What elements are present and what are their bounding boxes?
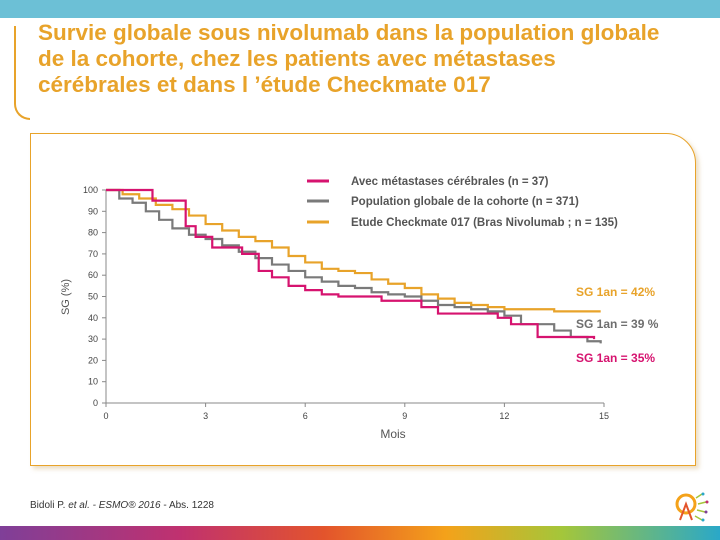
citation-etal: et al. bbox=[68, 500, 90, 511]
x-axis-label: Mois bbox=[380, 427, 405, 441]
y-tick-label: 60 bbox=[88, 270, 98, 280]
series-line-3 bbox=[106, 188, 601, 313]
legend-label-3: Etude Checkmate 017 (Bras Nivolumab ; n … bbox=[351, 217, 618, 229]
x-tick-label: 3 bbox=[203, 411, 208, 421]
citation-abstract: - Abs. 1228 bbox=[163, 500, 214, 511]
page-title: Survie globale sous nivolumab dans la po… bbox=[38, 20, 718, 98]
y-tick-label: 20 bbox=[88, 355, 98, 365]
title-line-1: Survie globale sous nivolumab dans la po… bbox=[38, 20, 660, 45]
title-line-2: de la cohorte, chez les patients avec mé… bbox=[38, 46, 556, 71]
series-line-2 bbox=[106, 188, 602, 344]
annotation-sg-3: SG 1an = 35% bbox=[576, 351, 655, 365]
citation-journal: - ESMO® 2016 bbox=[92, 500, 161, 511]
x-tick-label: 6 bbox=[303, 411, 308, 421]
title-line-3: cérébrales et dans l ’étude Checkmate 01… bbox=[38, 72, 491, 97]
y-tick-label: 70 bbox=[88, 249, 98, 259]
x-tick-label: 12 bbox=[499, 411, 509, 421]
x-tick-label: 0 bbox=[103, 411, 108, 421]
legend-label-2: Population globale de la cohorte (n = 37… bbox=[351, 196, 579, 208]
y-tick-label: 50 bbox=[88, 292, 98, 302]
y-tick-label: 10 bbox=[88, 377, 98, 387]
y-tick-label: 80 bbox=[88, 228, 98, 238]
logo-icon bbox=[675, 492, 709, 522]
annotation-sg-2: SG 1an = 39 % bbox=[576, 317, 659, 331]
survival-chart: 0 10 20 30 40 50 60 70 80 90 100 0 3 6 9 12 15 Mois SG (%)… bbox=[60, 176, 659, 441]
footer-citation: Bidoli P. et al. - ESMO® 2016 - Abs. 122… bbox=[30, 500, 214, 511]
bottom-gradient-bar bbox=[0, 526, 720, 540]
y-tick-label: 40 bbox=[88, 313, 98, 323]
x-tick-label: 15 bbox=[599, 411, 609, 421]
y-tick-label: 100 bbox=[83, 185, 98, 195]
y-tick-label: 0 bbox=[93, 398, 98, 408]
citation-author: Bidoli P. bbox=[30, 500, 66, 511]
x-tick-label: 9 bbox=[402, 411, 407, 421]
legend-label-1: Avec métastases cérébrales (n = 37) bbox=[351, 176, 549, 188]
y-tick-label: 30 bbox=[88, 334, 98, 344]
series-line-1 bbox=[106, 188, 596, 340]
y-tick-label: 90 bbox=[88, 206, 98, 216]
chart-box: 0 10 20 30 40 50 60 70 80 90 100 0 3 6 9 12 15 Mois SG (%)… bbox=[30, 133, 696, 466]
top-bar bbox=[0, 0, 720, 18]
y-axis-label: SG (%) bbox=[60, 279, 72, 315]
annotation-sg-1: SG 1an = 42% bbox=[576, 285, 655, 299]
title-bracket bbox=[14, 26, 30, 120]
